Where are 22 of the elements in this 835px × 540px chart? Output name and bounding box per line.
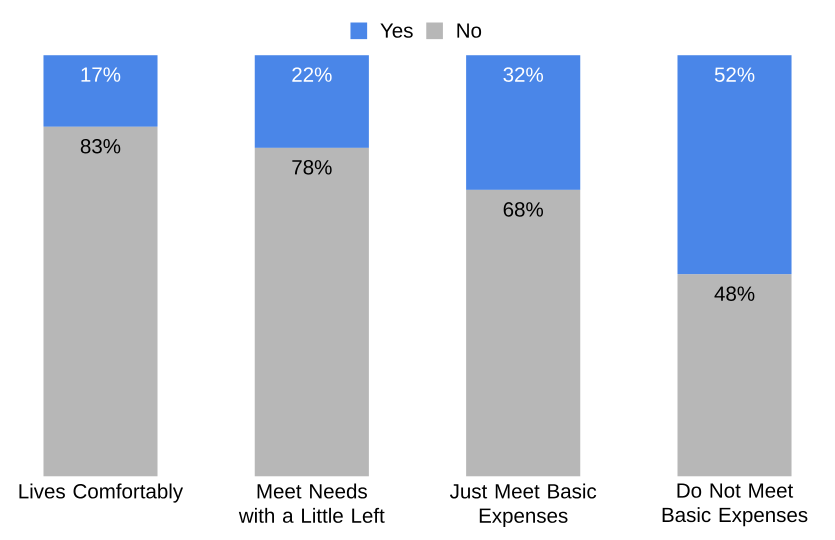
data-label: 78%	[292, 160, 332, 175]
bar	[254, 55, 369, 148]
legend-label: No	[457, 24, 482, 38]
bar	[43, 126, 158, 476]
bar	[43, 55, 158, 127]
data-label: 68%	[504, 202, 543, 217]
bar	[254, 148, 369, 476]
bar	[466, 55, 580, 190]
data-label: 83%	[80, 139, 120, 154]
bar	[466, 190, 580, 476]
legend-label: Yes	[380, 24, 413, 38]
data-label: 52%	[714, 67, 754, 82]
x-tick-label: Do Not Meet Basic Expenses	[662, 484, 808, 526]
data-label: 22%	[292, 67, 332, 82]
data-label: 17%	[81, 67, 120, 82]
bar	[677, 274, 792, 476]
x-tick-label: Just Meet Basic Expenses	[450, 484, 596, 528]
data-label: 32%	[503, 67, 543, 82]
data-label: 48%	[714, 286, 754, 301]
x-tick-label: Lives Comfortably	[19, 484, 184, 503]
bar	[677, 55, 792, 274]
x-tick-label: Meet Needs with a Little Left	[238, 484, 385, 523]
